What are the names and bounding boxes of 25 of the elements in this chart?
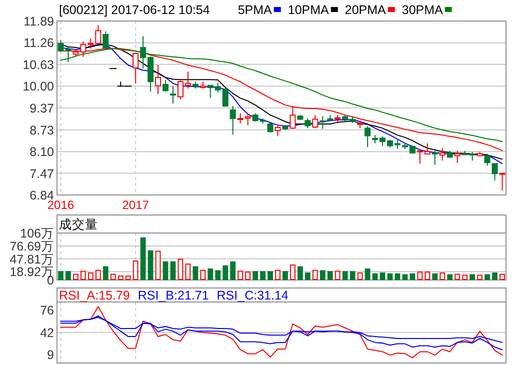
x-tick-label: 2017 xyxy=(122,198,150,212)
legend-label: 5PMA xyxy=(238,3,273,17)
legend-label: 10PMA xyxy=(288,3,330,17)
chart-title: [600212] 2017-06-12 10:54 xyxy=(59,3,210,17)
y-tick-label: 9.37 xyxy=(30,101,54,116)
y-tick-label: 7.47 xyxy=(30,166,54,181)
y-tick-label: 106万 xyxy=(20,226,54,240)
y-tick-label: 10.00 xyxy=(22,80,54,94)
y-tick-label: 8.10 xyxy=(30,145,54,160)
y-tick-label: 76.69万 xyxy=(10,239,54,254)
text: RSI_C:31.14 xyxy=(216,288,288,302)
y-tick-label: 11.26 xyxy=(24,36,54,50)
series-label: RSI_A:15.79 xyxy=(59,288,130,302)
y-tick-label: 42 xyxy=(40,326,54,340)
y-tick-label: 76 xyxy=(40,303,54,318)
x-tick-label: 2016 xyxy=(47,198,74,212)
y-tick-label: 9 xyxy=(47,348,54,362)
y-tick-label: 47.81万 xyxy=(10,252,54,266)
series-label: RSI_B:21.71 xyxy=(138,288,209,302)
y-tick-label: 10.63 xyxy=(22,58,54,72)
legend-label: 20PMA xyxy=(344,3,387,17)
legend-label: 30PMA xyxy=(402,3,444,17)
y-tick-label: 11.89 xyxy=(24,14,54,28)
y-tick-label: 8.73 xyxy=(30,123,54,138)
chart-title: 成交量 xyxy=(59,216,98,232)
